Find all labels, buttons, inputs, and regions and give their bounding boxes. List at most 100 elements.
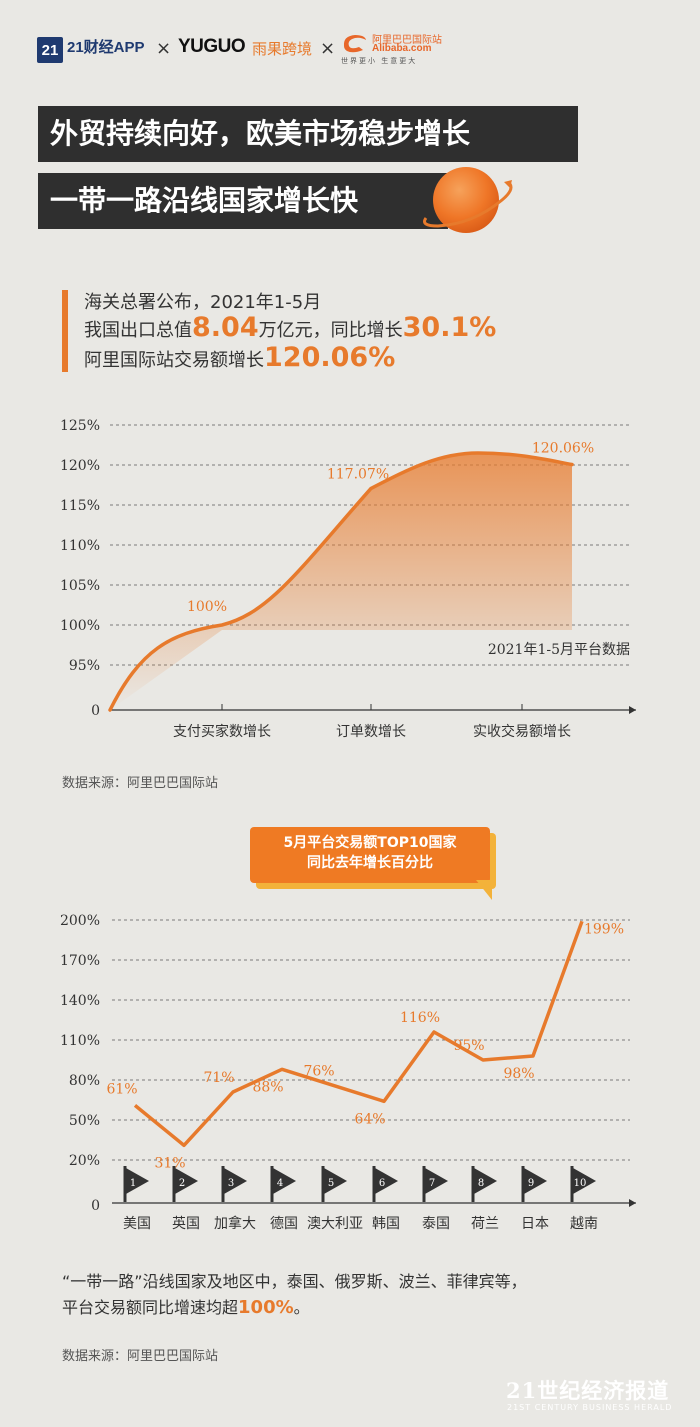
logo-yuguo-cn: 雨果跨境	[252, 40, 313, 58]
flag-icon	[573, 1168, 596, 1194]
intro-line-1: 海关总署公布，2021年1-5月	[84, 292, 322, 313]
chart1-x-axis-arrow	[629, 706, 636, 714]
chart2-flag-number: 1	[130, 1178, 136, 1189]
chart2-x-category-label: 韩国	[372, 1216, 400, 1232]
title-line-1: 外贸持续向好，欧美市场稳步增长	[38, 106, 578, 162]
logo-separator: ×	[156, 38, 172, 59]
bottom-highlight-value: 100%	[238, 1297, 294, 1318]
title-line-2: 一带一路沿线国家增长快	[38, 173, 448, 229]
chart1-y-tick-label: 105%	[60, 578, 100, 594]
area-chart: 0 95% 100% 105% 110% 115% 120% 125% 支付买家数增长 订单数增长…	[60, 418, 636, 740]
chart2-y-tick-label: 200%	[60, 913, 100, 929]
flag-icon	[224, 1168, 247, 1194]
logo-21-badge: 21	[37, 37, 63, 63]
logo-separator: ×	[320, 38, 336, 59]
chart2-flag-marker	[372, 1166, 398, 1202]
chart2-x-category-label: 荷兰	[471, 1216, 499, 1232]
planet-icon	[423, 167, 513, 233]
chart2-flag-marker	[270, 1166, 296, 1202]
chart2-x-category-label: 加拿大	[214, 1215, 256, 1232]
intro-export-label: 我国出口总值	[84, 320, 192, 341]
chart2-x-category-label: 日本	[521, 1216, 549, 1232]
chart2-flag-number: 4	[277, 1178, 283, 1189]
chart2-flag-number: 8	[478, 1178, 484, 1189]
chart1-x-category-label: 支付买家数增长	[173, 723, 271, 740]
chart1-x-category-label: 实收交易额增长	[473, 723, 571, 740]
chart2-x-category-label: 澳大利亚	[307, 1216, 363, 1232]
chart2-series-line	[133, 920, 584, 1148]
chart2-x-category-label: 美国	[123, 1216, 151, 1232]
chart2-title-line-1: 5月平台交易额TOP10国家	[283, 835, 457, 851]
chart2-flag-marker	[471, 1166, 497, 1202]
chart1-data-label: 120.06%	[532, 441, 594, 457]
flag-icon	[126, 1168, 149, 1194]
chart2-x-axis-arrow	[629, 1199, 636, 1207]
chart1-data-label: 117.07%	[327, 466, 389, 482]
intro-export-value: 8.04	[192, 312, 259, 343]
intro-accent-bar	[62, 290, 68, 372]
flag-icon	[175, 1168, 198, 1194]
chart1-data-label: 100%	[187, 599, 227, 615]
intro-alibaba-value: 120.06%	[264, 342, 396, 373]
logo-alibaba-slogan: 世界更小 生意更大	[341, 57, 418, 65]
flag-icon	[375, 1168, 398, 1194]
chart2-flag-number: 5	[328, 1178, 334, 1189]
logo-yuguo: YUGUO	[178, 36, 246, 57]
chart2-flag-marker	[221, 1166, 247, 1202]
chart2-data-label: 116%	[400, 1010, 440, 1026]
chart2-y-tick-label: 50%	[69, 1113, 100, 1129]
chart2-data-label: 61%	[106, 1081, 137, 1097]
chart2-data-label: 98%	[503, 1066, 534, 1082]
chart2-flag-number: 9	[528, 1178, 534, 1189]
bubble-tail	[476, 880, 492, 900]
chart2-x-category-label: 泰国	[422, 1216, 450, 1232]
intro-export-rate: 30.1%	[402, 312, 497, 343]
flag-icon	[474, 1168, 497, 1194]
chart2-flag-number: 10	[574, 1178, 587, 1189]
chart2-flag-number: 2	[179, 1178, 185, 1189]
bottom-line-1: “一带一路”沿线国家及地区中，泰国、俄罗斯、波兰、菲律宾等，	[62, 1272, 527, 1291]
chart2-y-tick-label: 140%	[60, 993, 100, 1009]
chart2-data-label: 71%	[203, 1070, 234, 1086]
bottom-line-2: 平台交易额同比增速均超100%。	[62, 1294, 310, 1318]
chart2-source: 数据来源：阿里巴巴国际站	[62, 1349, 219, 1364]
chart2-data-label: 199%	[584, 921, 624, 937]
flag-icon	[273, 1168, 296, 1194]
intro-line-3: 阿里国际站交易额增长120.06%	[84, 342, 395, 373]
intro-alibaba-label: 阿里国际站交易额增长	[84, 350, 264, 371]
chart2-x-category-label: 德国	[270, 1216, 298, 1232]
chart1-x-category-label: 订单数增长	[336, 724, 406, 740]
flag-icon	[524, 1168, 547, 1194]
chart2-flag-number: 7	[429, 1178, 435, 1189]
chart2-flag-marker	[321, 1166, 347, 1202]
chart2-flag-number: 6	[379, 1178, 385, 1189]
chart1-y-tick-label: 95%	[69, 658, 100, 674]
chart2-y-tick-label: 20%	[69, 1153, 100, 1169]
watermark-en: 21ST CENTURY BUSINESS HERALD	[507, 1403, 673, 1412]
line-chart: 020%50%80%110%140%170%200%61%31%71%88%76…	[60, 913, 636, 1232]
intro-line-2: 我国出口总值8.04万亿元，同比增长30.1%	[84, 312, 496, 343]
chart2-title-line-2: 同比去年增长百分比	[307, 855, 433, 871]
chart2-flag-marker	[172, 1166, 198, 1202]
logo-alibaba-en: Alibaba.com	[372, 43, 432, 54]
chart1-area-fill	[110, 453, 572, 710]
chart2-y-tick-label: 170%	[60, 953, 100, 969]
intro-export-mid: 万亿元，同比增长	[258, 320, 403, 341]
watermark-cn: 21世纪经济报道	[506, 1378, 670, 1403]
chart1-y-tick-label: 110%	[60, 538, 100, 554]
flag-icon	[324, 1168, 347, 1194]
chart1-series-line	[108, 451, 574, 712]
chart2-data-label: 76%	[303, 1063, 334, 1079]
chart1-y-tick-label: 115%	[60, 498, 100, 514]
chart2-x-category-label: 越南	[570, 1216, 598, 1232]
bottom-line-2-suffix: 。	[293, 1298, 310, 1317]
chart2-data-label: 31%	[154, 1155, 185, 1171]
flag-icon	[425, 1168, 448, 1194]
bottom-line-2-prefix: 平台交易额同比增速均超	[62, 1298, 239, 1317]
chart1-y-tick-label: 100%	[60, 618, 100, 634]
logo-21-name: 21财经APP	[67, 39, 145, 56]
chart2-y-tick-label: 110%	[60, 1033, 100, 1049]
chart2-flag-marker	[422, 1166, 448, 1202]
chart2-flag-marker	[123, 1166, 149, 1202]
chart2-y-tick-label: 0	[91, 1198, 100, 1214]
